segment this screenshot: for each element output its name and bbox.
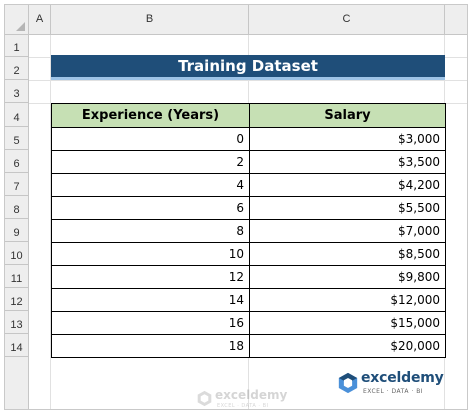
experience-cell[interactable]: 0 [51,127,250,151]
row-header-2[interactable]: 2 [5,57,29,80]
row-header-4[interactable]: 4 [5,103,29,127]
row-number: 2 [13,65,20,77]
row-header-5[interactable]: 5 [5,127,29,150]
experience-cell[interactable]: 2 [51,150,250,174]
experience-cell[interactable]: 16 [51,311,250,335]
salary-cell[interactable]: $12,000 [249,288,446,312]
salary-cell[interactable]: $5,500 [249,196,446,220]
row-header-blank [5,357,29,409]
exceldemy-logo-icon [338,372,358,394]
watermark-name: exceldemy [215,388,288,402]
salary-cell[interactable]: $4,200 [249,173,446,197]
salary-cell[interactable]: $20,000 [249,334,446,358]
column-header-row: A B C [5,5,467,35]
salary-cell[interactable]: $8,500 [249,242,446,266]
spreadsheet-frame: A B C 1 2 3 4 5 6 7 8 9 10 11 12 13 14 Training Datas… [4,4,468,410]
row-header-14[interactable]: 14 [5,334,29,357]
exceldemy-watermark: exceldemy EXCEL · DATA · BI [195,388,295,409]
row-number: 5 [13,135,20,147]
row-header-13[interactable]: 13 [5,311,29,334]
row-number: 8 [13,204,20,216]
training-dataset-title: Training Dataset [51,55,445,77]
experience-cell[interactable]: 10 [51,242,250,266]
table-row: 8 $7,000 [51,219,446,243]
row-number: 7 [13,181,20,193]
exceldemy-logo: exceldemy EXCEL · DATA · BI [335,369,445,399]
row-header-12[interactable]: 12 [5,288,29,311]
table-row: 4 $4,200 [51,173,446,197]
logo-tagline: EXCEL · DATA · BI [363,388,424,395]
table-row: 2 $3,500 [51,150,446,174]
select-all-triangle-icon [16,22,25,31]
column-header-c[interactable]: C [249,5,445,34]
table-row: 0 $3,000 [51,127,446,151]
row-header-10[interactable]: 10 [5,242,29,265]
row-number: 4 [13,112,20,124]
row-number: 11 [10,273,23,285]
table-body: 0 $3,000 2 $3,500 4 $4,200 6 $5,500 8 $7,000 10 $8,… [51,127,446,358]
row-header-1[interactable]: 1 [5,35,29,57]
table-header-row: Experience (Years) Salary [51,103,446,128]
row-number: 3 [13,88,20,100]
table-row: 18 $20,000 [51,334,446,358]
row-number: 13 [10,319,23,331]
gridline-col-a [50,35,51,409]
row-number: 10 [10,250,23,262]
row-number: 1 [13,42,20,54]
training-dataset-table: Experience (Years) Salary 0 $3,000 2 $3,500… [51,103,446,358]
salary-cell[interactable]: $3,000 [249,127,446,151]
experience-cell[interactable]: 12 [51,265,250,289]
row-header-7[interactable]: 7 [5,173,29,196]
table-row: 14 $12,000 [51,288,446,312]
experience-years-header[interactable]: Experience (Years) [51,103,250,128]
row-header-8[interactable]: 8 [5,196,29,219]
table-row: 16 $15,000 [51,311,446,335]
column-header-b[interactable]: B [51,5,249,34]
logo-name: exceldemy [361,370,444,386]
experience-cell[interactable]: 4 [51,173,250,197]
salary-cell[interactable]: $9,800 [249,265,446,289]
title-underline [51,77,445,80]
gridline-row [29,80,467,81]
salary-cell[interactable]: $15,000 [249,311,446,335]
row-header-9[interactable]: 9 [5,219,29,242]
table-row: 6 $5,500 [51,196,446,220]
column-header-a[interactable]: A [29,5,51,34]
row-number: 12 [10,296,23,308]
experience-cell[interactable]: 8 [51,219,250,243]
row-number: 9 [13,227,20,239]
row-header-6[interactable]: 6 [5,150,29,173]
watermark-tagline: EXCEL · DATA · BI [217,403,269,409]
table-row: 10 $8,500 [51,242,446,266]
row-header-3[interactable]: 3 [5,80,29,103]
salary-header[interactable]: Salary [249,103,446,128]
salary-cell[interactable]: $7,000 [249,219,446,243]
row-number: 6 [13,158,20,170]
row-number: 14 [10,342,23,354]
table-row: 12 $9,800 [51,265,446,289]
select-all-corner[interactable] [5,5,29,34]
experience-cell[interactable]: 18 [51,334,250,358]
salary-cell[interactable]: $3,500 [249,150,446,174]
experience-cell[interactable]: 14 [51,288,250,312]
exceldemy-watermark-icon [197,390,212,407]
experience-cell[interactable]: 6 [51,196,250,220]
row-header-11[interactable]: 11 [5,265,29,288]
